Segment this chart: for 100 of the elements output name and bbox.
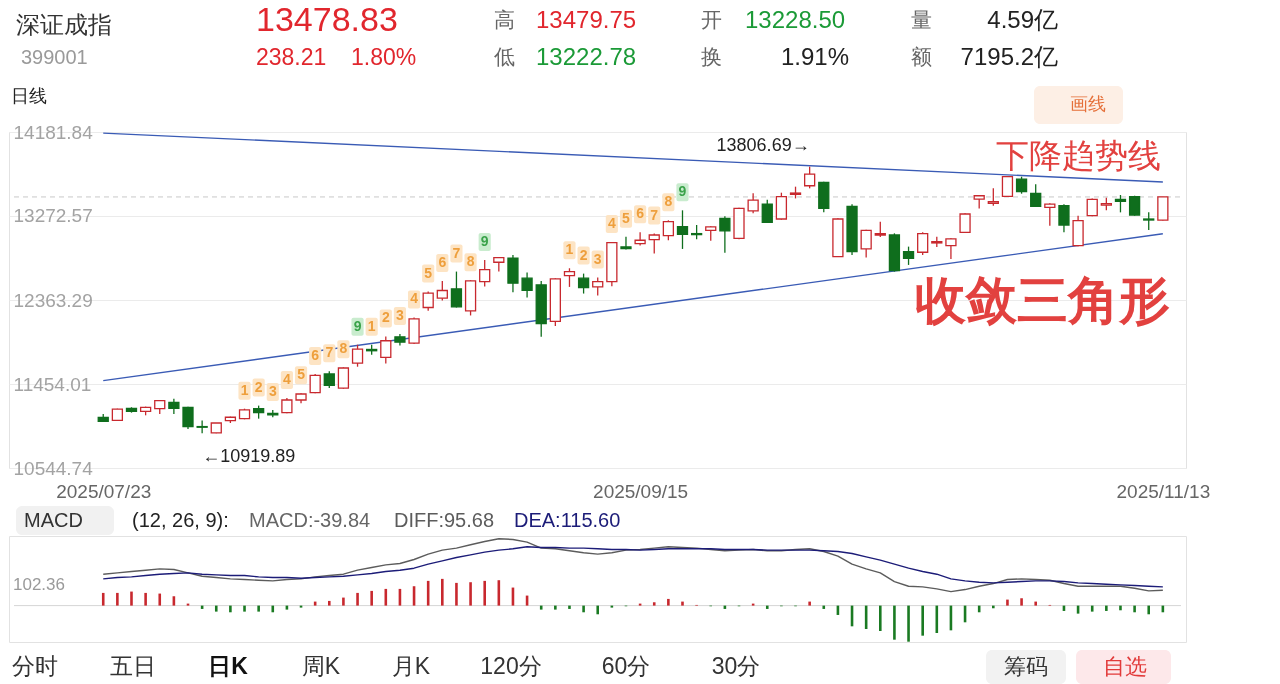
bar <box>1119 605 1122 611</box>
text: 5 <box>424 264 433 281</box>
bar <box>441 578 444 606</box>
text: 13222.78 <box>536 43 637 70</box>
text: 7195.2亿 <box>960 43 1058 70</box>
text: 低 <box>494 45 515 68</box>
text: 自选 <box>1103 654 1147 679</box>
bar <box>257 605 260 612</box>
text: 3 <box>268 382 277 399</box>
x-tick-label: 2025/11/13 <box>1116 480 1211 502</box>
annotation: 13806.69→ <box>716 134 810 155</box>
annotation: 收敛三角形 <box>914 272 1170 329</box>
bar <box>652 602 656 606</box>
bar <box>455 582 458 606</box>
series-label: DEA:115.60 <box>514 509 621 531</box>
text: 2 <box>579 246 588 263</box>
bar <box>1147 605 1151 615</box>
text: 2 <box>381 309 390 326</box>
candlestick <box>1157 196 1169 222</box>
bar <box>130 591 133 606</box>
text: 量 <box>911 8 932 31</box>
text: 5 <box>622 209 630 226</box>
candlestick <box>860 228 872 259</box>
chart-title: 日线 <box>11 86 47 106</box>
text: 3 <box>593 250 602 267</box>
candlestick <box>620 236 632 251</box>
bar <box>582 605 585 613</box>
bar <box>907 605 910 642</box>
candlestick <box>902 245 915 266</box>
bar <box>469 582 472 606</box>
text: 月K <box>391 653 431 679</box>
bar <box>483 580 486 606</box>
text: 3 <box>396 307 404 324</box>
bar <box>144 592 147 606</box>
y-tick-label: 13272.57 <box>13 205 93 227</box>
candlestick <box>747 192 759 215</box>
bar <box>539 605 543 610</box>
text: 换 <box>701 45 722 68</box>
candlestick <box>662 219 675 241</box>
bar <box>229 605 232 613</box>
text: 120分 <box>480 653 542 679</box>
text: 8 <box>339 340 348 357</box>
candlestick <box>761 199 773 224</box>
candlestick <box>337 366 350 390</box>
text: 2 <box>254 378 263 395</box>
text: 102.36 <box>13 575 65 594</box>
candlestick <box>634 231 646 247</box>
text: 399001 <box>21 46 88 68</box>
text: 筹码 <box>1004 654 1048 679</box>
text: 1.91% <box>780 43 849 70</box>
candlestick <box>450 270 463 309</box>
candlestick <box>422 290 434 312</box>
text: 13228.50 <box>745 6 846 33</box>
text: 高 <box>494 8 515 31</box>
candlestick <box>521 271 533 299</box>
text: 开 <box>701 8 722 31</box>
text: 5 <box>297 366 305 383</box>
bar <box>1133 605 1136 613</box>
candlestick <box>775 192 788 221</box>
text: 4 <box>410 290 418 307</box>
bar <box>822 605 826 609</box>
text: 画线 <box>1070 94 1106 114</box>
candlestick <box>479 259 491 288</box>
bar <box>370 590 373 606</box>
text: 深证成指 <box>16 11 112 38</box>
text: 30分 <box>711 653 761 679</box>
text: 4 <box>607 214 616 231</box>
text: 7 <box>325 344 334 361</box>
text: 1.80% <box>351 44 417 70</box>
bar <box>765 605 769 609</box>
candlestick <box>1058 203 1070 233</box>
candlestick <box>959 212 971 234</box>
bar <box>158 593 162 606</box>
bar <box>921 605 924 636</box>
bar <box>893 605 896 640</box>
text: 8 <box>466 253 475 270</box>
candlestick <box>1044 202 1056 227</box>
text: 额 <box>911 45 932 68</box>
annotation: ←10919.89 <box>202 446 296 467</box>
text: 1 <box>367 317 376 334</box>
bar <box>1090 605 1094 612</box>
y-tick-label: 14181.84 <box>13 121 94 143</box>
text: 6 <box>438 253 447 270</box>
series-label: DIFF:95.68 <box>394 509 495 531</box>
candlestick <box>196 419 208 434</box>
legend-title: (12, 26, 9): <box>132 509 229 531</box>
text: 60分 <box>601 653 651 679</box>
candlestick <box>563 267 576 288</box>
bar <box>808 601 811 606</box>
candlestick <box>380 335 392 365</box>
y-tick-label: 12363.29 <box>13 289 93 311</box>
text: 9 <box>678 183 687 200</box>
annotation: 下降趋势线 <box>995 137 1161 174</box>
candlestick <box>945 237 957 260</box>
text: 9 <box>480 232 489 249</box>
text: 4.59亿 <box>987 6 1058 33</box>
y-tick-label: 10544.74 <box>13 457 94 479</box>
bar <box>101 592 105 606</box>
bar <box>243 605 246 612</box>
bar <box>568 605 571 609</box>
